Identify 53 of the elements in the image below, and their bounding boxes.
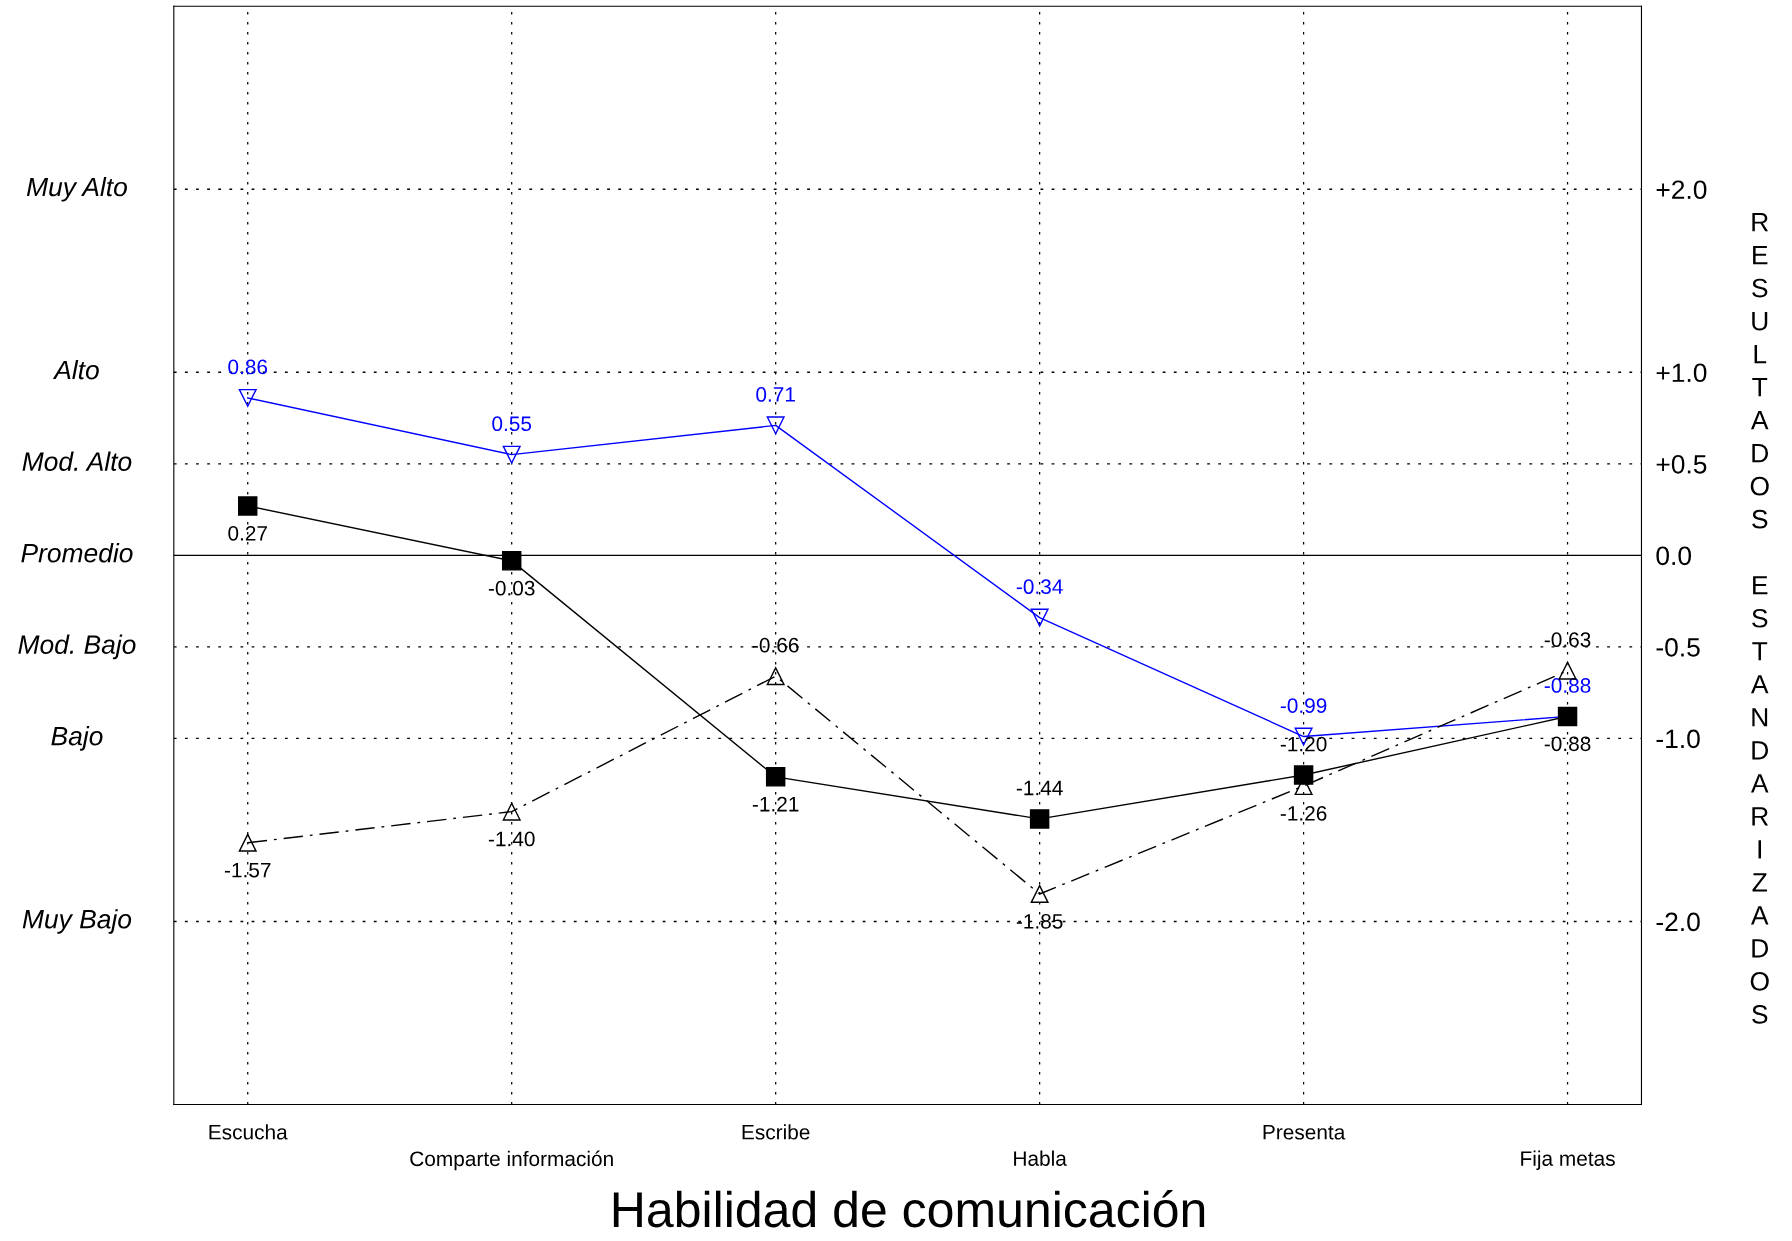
data-label: -0.99 xyxy=(1280,698,1327,713)
data-label: -0.63 xyxy=(1544,632,1591,648)
data-label: -0.88 xyxy=(1544,678,1591,693)
ref-line-label: Mod. Bajo xyxy=(18,634,136,660)
ref-line-label: Muy Alto xyxy=(26,176,127,202)
data-label: -1.21 xyxy=(752,796,799,812)
y-tick-label: +2.0 xyxy=(1656,180,1707,200)
data-label: -1.20 xyxy=(1280,736,1327,752)
data-label: -1.26 xyxy=(1280,805,1327,821)
point xyxy=(766,667,785,686)
data-label: -1.44 xyxy=(1016,780,1063,796)
text: RESULTADOS ESTANDARIZADOS xyxy=(1750,213,1769,1024)
data-label: -0.34 xyxy=(1016,579,1063,595)
point xyxy=(501,551,522,571)
point xyxy=(502,802,521,821)
data-label: -1.85 xyxy=(1016,913,1063,929)
y-tick-label: -1.0 xyxy=(1656,729,1700,749)
y-tick-label: -2.0 xyxy=(1656,912,1700,932)
y-tick-label: +1.0 xyxy=(1656,363,1707,383)
point xyxy=(1293,765,1314,785)
x-tick-label: Fija metas xyxy=(1521,1150,1615,1171)
ref-line-label: Bajo xyxy=(51,726,103,751)
data-label: -0.66 xyxy=(752,637,799,653)
x-tick-label: Habla xyxy=(1014,1150,1067,1166)
data-label: 0.86 xyxy=(228,359,268,375)
point xyxy=(1029,809,1050,829)
point xyxy=(238,496,258,516)
x-tick-label: Presenta xyxy=(1263,1125,1346,1140)
data-label: -0.88 xyxy=(1544,736,1591,752)
data-label: 0.71 xyxy=(756,387,795,402)
point xyxy=(502,445,521,464)
x-tick-label: Comparte información xyxy=(410,1150,613,1171)
y-tick-label: -0.5 xyxy=(1656,638,1700,657)
data-label: 0.55 xyxy=(492,416,532,432)
y-tick-label: 0.0 xyxy=(1656,546,1692,566)
x-tick-label: Escribe xyxy=(742,1124,810,1140)
y-tick-label: +0.5 xyxy=(1656,454,1707,474)
data-label: -1.40 xyxy=(488,831,535,847)
data-label: -1.57 xyxy=(224,862,271,878)
data-label: -0.03 xyxy=(488,580,535,596)
point xyxy=(1030,884,1049,904)
data-label: 0.27 xyxy=(228,525,267,541)
x-axis-title: Habilidad de comunicación xyxy=(613,1190,1205,1228)
ref-line-label: Alto xyxy=(52,360,99,380)
point xyxy=(765,767,786,787)
point xyxy=(1030,608,1049,627)
point xyxy=(238,833,257,852)
point xyxy=(238,388,257,407)
x-tick-label: Escucha xyxy=(209,1124,288,1140)
point xyxy=(766,416,785,435)
ref-line-label: Muy Bajo xyxy=(22,909,132,934)
ref-line-label: Promedio xyxy=(21,543,133,563)
ref-line-label: Mod. Alto xyxy=(22,451,132,471)
